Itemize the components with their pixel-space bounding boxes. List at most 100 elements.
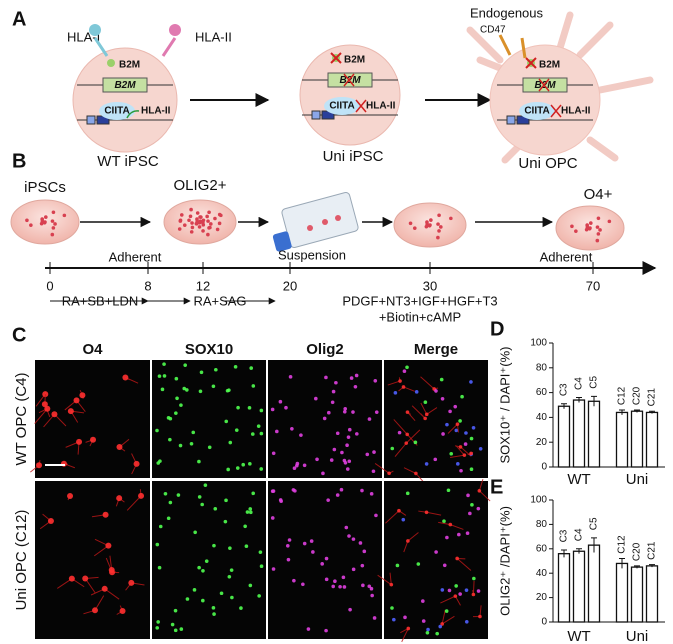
nucleus	[405, 491, 410, 496]
nucleus	[185, 388, 189, 392]
cell-dot	[187, 218, 191, 223]
category-label: C3	[559, 383, 570, 396]
nucleus	[293, 489, 297, 493]
nucleus	[416, 562, 421, 566]
y-tick-label: 80	[536, 519, 548, 530]
nucleus	[478, 446, 483, 451]
process	[420, 402, 438, 415]
nucleus	[372, 616, 377, 620]
nucleus	[158, 459, 162, 463]
nucleus	[179, 627, 184, 631]
nucleus	[327, 410, 331, 415]
y-tick-label: 40	[536, 412, 548, 423]
nucleus	[213, 506, 218, 511]
cell-dot	[596, 216, 601, 221]
nucleus	[440, 588, 445, 592]
nucleus	[224, 498, 228, 503]
cell-dot	[201, 229, 205, 233]
cell-dot	[213, 216, 217, 221]
nucleus	[230, 595, 234, 600]
nucleus	[275, 429, 279, 434]
nucleus	[455, 422, 460, 426]
category-label: C12	[617, 535, 628, 554]
nucleus	[226, 467, 230, 472]
y-tick-label: 20	[536, 592, 548, 603]
phase-label: Adherent	[109, 249, 162, 264]
cd47-label: CD47	[480, 25, 506, 36]
row-label: Uni OPC (C12)	[13, 510, 30, 611]
cell-dot	[50, 219, 55, 223]
day-label: 0	[46, 278, 53, 293]
channel-header: Olig2	[306, 341, 344, 358]
bar	[630, 566, 644, 623]
nucleus	[324, 577, 329, 582]
nucleus	[250, 432, 255, 436]
nucleus	[302, 541, 307, 546]
endogenous-label: Endogenous	[470, 5, 544, 20]
nucleus	[445, 422, 449, 427]
panel-label: C	[12, 324, 26, 346]
media-label: +Biotin+cAMP	[379, 309, 461, 324]
nucleus	[424, 412, 429, 417]
process	[441, 609, 455, 625]
exon	[311, 110, 321, 120]
nucleus	[101, 585, 108, 592]
nucleus	[332, 447, 337, 452]
gene-box	[327, 72, 373, 88]
knockout-x	[330, 52, 342, 64]
nucleus	[401, 385, 406, 389]
cell-dot	[197, 225, 202, 229]
y-tick-label: 60	[536, 387, 548, 398]
gene-box	[102, 77, 148, 93]
nucleus	[245, 510, 250, 514]
bar	[587, 544, 601, 623]
opc-processes	[466, 11, 654, 164]
micrograph	[152, 481, 266, 639]
nucleus	[248, 583, 253, 588]
nucleus	[200, 502, 204, 507]
nucleus	[398, 379, 402, 383]
nucleus	[465, 531, 470, 536]
category-label: C20	[632, 542, 643, 561]
cell-dot	[44, 215, 48, 219]
nucleus	[197, 495, 202, 499]
nucleus	[322, 416, 327, 421]
nucleus	[389, 582, 394, 587]
nucleus	[259, 467, 264, 471]
nucleus	[440, 622, 444, 626]
nucleus	[271, 489, 276, 493]
cell-dot	[408, 221, 413, 226]
cell-dot	[190, 221, 194, 225]
nucleus	[249, 366, 254, 370]
nucleus	[457, 532, 461, 537]
group-label: Uni	[626, 471, 649, 488]
bar	[615, 562, 629, 623]
nucleus	[425, 631, 430, 635]
nucleus	[155, 542, 160, 547]
panel-label: E	[490, 476, 503, 498]
nucleus	[438, 624, 443, 629]
nucleus	[329, 458, 334, 462]
nucleus	[404, 441, 409, 445]
nucleus	[445, 535, 449, 540]
nucleus	[347, 459, 352, 464]
b2m-icon	[107, 59, 115, 67]
nucleus	[302, 463, 307, 468]
nucleus	[476, 589, 481, 593]
nucleus	[341, 575, 346, 580]
highlight	[99, 102, 135, 120]
protein-label: B2M	[119, 60, 140, 71]
category-label: C5	[589, 517, 600, 530]
process	[377, 572, 392, 586]
nucleus	[270, 407, 275, 412]
nucleus	[271, 567, 276, 571]
nucleus	[191, 430, 196, 435]
nucleus	[369, 492, 374, 496]
nucleus	[67, 492, 74, 499]
nucleus	[82, 575, 89, 582]
nucleus	[458, 445, 463, 449]
gene-box	[522, 77, 568, 93]
nucleus	[464, 431, 468, 435]
nucleus	[392, 617, 396, 622]
nucleus	[390, 606, 394, 610]
